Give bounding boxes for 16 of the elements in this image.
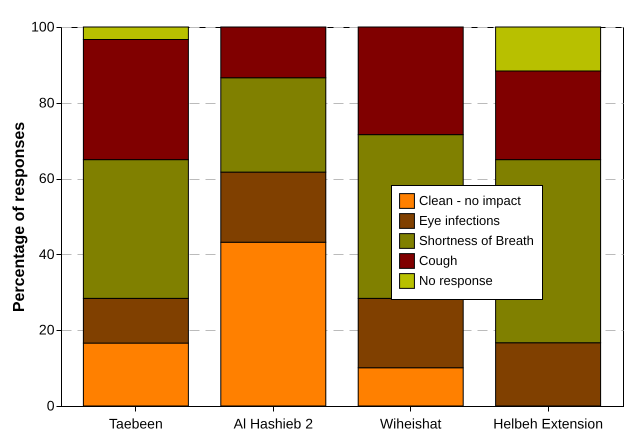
y-tick-label: 40 [38,246,55,262]
x-tick-label: Taebeen [109,416,163,432]
x-tick-label: Al Hashieb 2 [234,416,314,432]
legend-label: Clean - no impact [419,193,522,208]
legend-label: No response [419,273,493,288]
y-tick-label: 0 [46,398,55,414]
y-tick-label: 60 [38,170,55,186]
y-tick-label: 100 [31,18,55,34]
y-axis-title: Percentage of responses [11,122,28,312]
legend-label: Cough [419,253,458,268]
legend-label: Shortness of Breath [419,233,534,248]
y-tick-label: 20 [38,322,55,338]
x-tick-label: Helbeh Extension [493,416,603,432]
y-tick-label: 80 [38,94,55,110]
legend-label: Eye infections [419,213,500,228]
x-tick-label: Wiheishat [380,416,442,432]
